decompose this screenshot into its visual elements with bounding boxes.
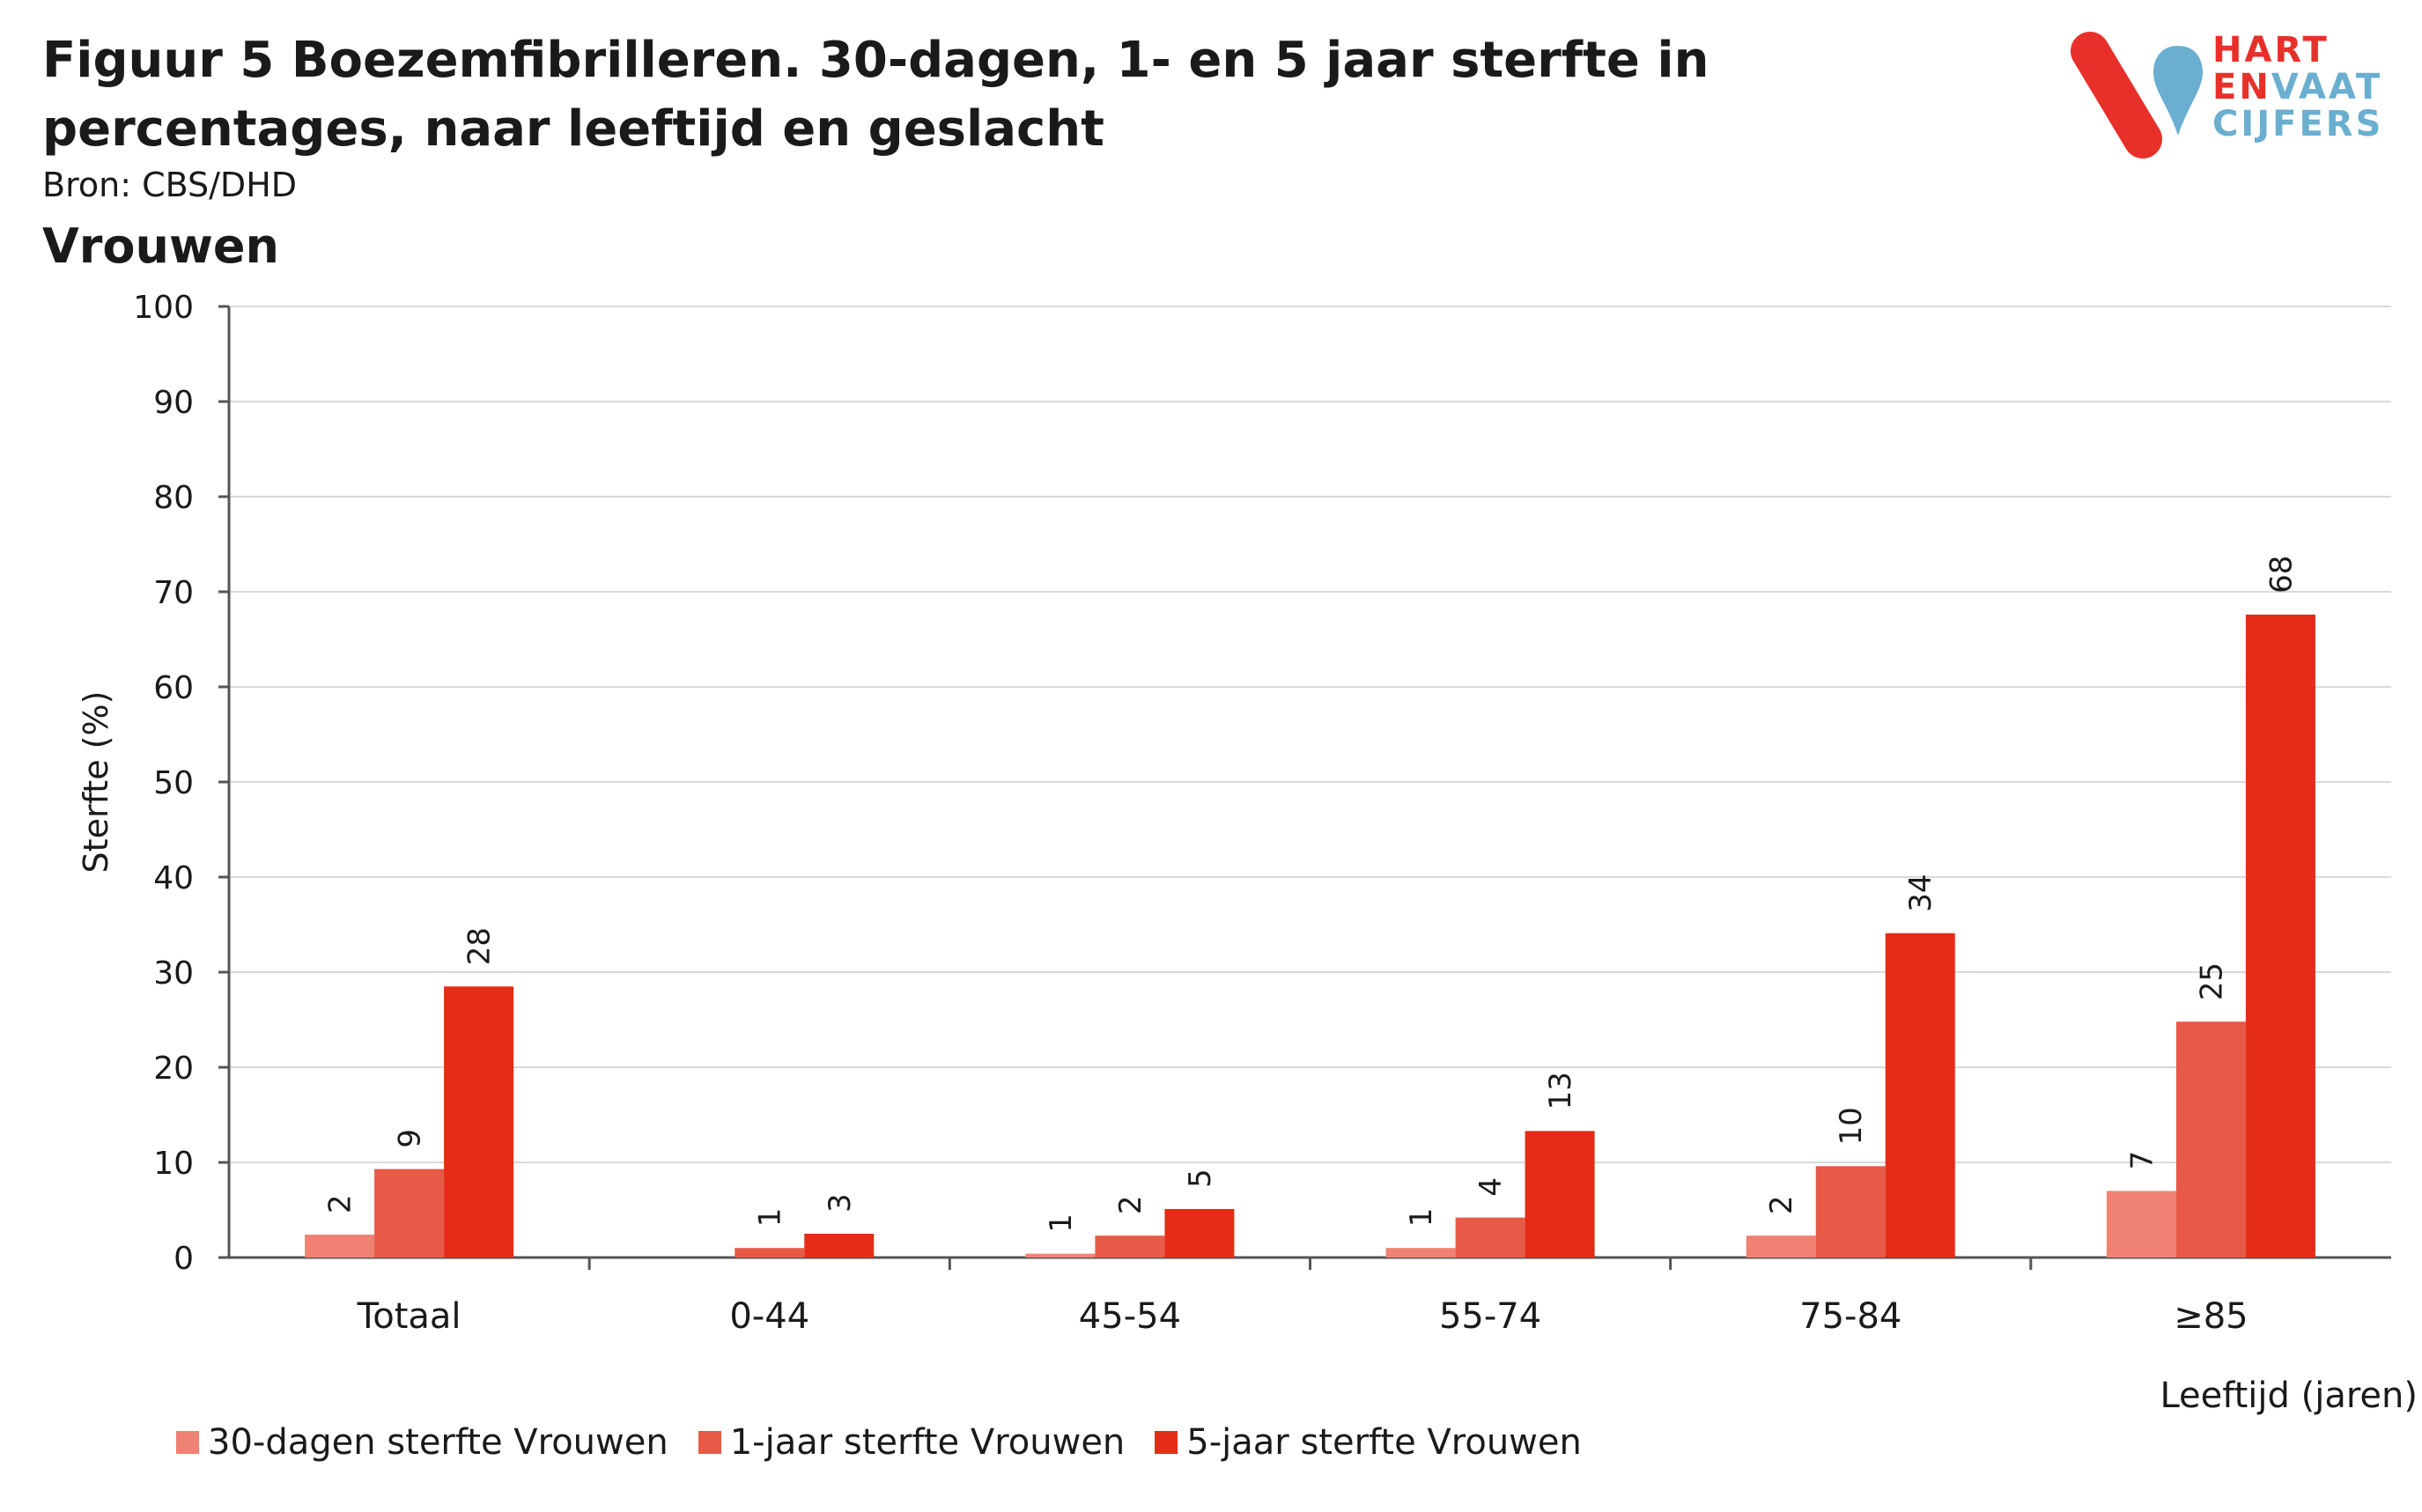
bar [305,1235,375,1258]
x-category-label: Totaal [357,1296,462,1337]
data-label: 9 [393,1129,428,1148]
x-category-label: 0-44 [729,1296,809,1337]
y-tick-label: 70 [153,575,194,611]
logo-line-2b: VAAT [2271,67,2383,107]
bar [444,986,514,1258]
data-label: 4 [1473,1177,1509,1197]
data-label: 7 [2124,1151,2160,1170]
y-tick-label: 10 [153,1146,194,1182]
heart-vessel-logo-icon [2071,32,2203,159]
bar [2245,614,2315,1258]
x-category-label: 75-84 [1799,1296,1901,1337]
data-label: 1 [753,1208,788,1228]
bar [735,1248,805,1258]
chart-legend: 30-dagen sterfte Vrouwen 1-jaar sterfte … [176,1422,1582,1463]
x-category-label: 45-54 [1079,1296,1181,1337]
legend-swatch-30-dagen [176,1431,199,1454]
bar [1746,1235,1816,1258]
y-tick-label: 100 [133,290,194,326]
legend-label-30-dagen: 30-dagen sterfte Vrouwen [208,1422,668,1463]
y-tick-label: 20 [153,1051,194,1087]
x-category-label: ≥85 [2174,1296,2248,1337]
chart-source: Bron: CBS/DHD [42,166,298,204]
data-label: 3 [823,1193,858,1213]
y-tick-label: 90 [153,385,194,421]
y-tick-label: 80 [153,480,194,516]
data-label: 1 [1404,1208,1439,1228]
data-label: 2 [323,1194,358,1213]
legend-item-1-jaar: 1-jaar sterfte Vrouwen [698,1422,1126,1463]
logo-line-1: HART [2212,30,2330,70]
legend-swatch-1-jaar [698,1431,721,1454]
y-tick-label: 60 [153,670,194,706]
data-label: 5 [1183,1169,1218,1188]
chart-subtitle: Vrouwen [42,218,279,274]
x-category-label: 55-74 [1439,1296,1541,1337]
bar [2175,1022,2246,1258]
bar [804,1234,875,1258]
legend-item-5-jaar: 5-jaar sterfte Vrouwen [1155,1422,1582,1463]
bar [1885,933,1955,1258]
legend-item-30-dagen: 30-dagen sterfte Vrouwen [176,1422,668,1463]
data-label: 25 [2194,963,2229,1000]
y-axis-title: Sterfte (%) [77,691,115,874]
y-tick-label: 50 [153,765,194,801]
data-label: 2 [1113,1196,1148,1215]
logo-line-3: CIJFERS [2212,104,2384,144]
bar [1815,1166,1886,1258]
bar [1164,1208,1235,1258]
bar [1455,1217,1525,1258]
bar [1385,1248,1456,1258]
bar [1025,1253,1096,1258]
data-label: 2 [1764,1196,1799,1215]
data-label: 1 [1044,1213,1079,1233]
data-label: 10 [1834,1107,1869,1145]
legend-label-5-jaar: 5-jaar sterfte Vrouwen [1186,1422,1582,1463]
y-tick-label: 40 [153,860,194,896]
y-tick-label: 0 [174,1241,194,1277]
bar [1095,1235,1165,1258]
data-label: 34 [1903,874,1938,911]
chart-title: Figuur 5 Boezemfibrilleren. 30-dagen, 1-… [42,32,1709,158]
data-label: 13 [1543,1072,1578,1110]
logo-line-2a: EN [2212,67,2271,107]
bar [2106,1191,2176,1258]
legend-swatch-5-jaar [1155,1431,1178,1454]
bar [1525,1131,1595,1258]
x-axis-title: Leeftijd (jaren) [2160,1376,2418,1416]
y-tick-label: 30 [153,955,194,992]
data-label: 68 [2263,556,2299,594]
bar [374,1169,445,1258]
legend-label-1-jaar: 1-jaar sterfte Vrouwen [729,1422,1126,1463]
data-label: 28 [462,927,498,965]
logo-text: HART ENVAAT CIJFERS [2212,32,2383,143]
